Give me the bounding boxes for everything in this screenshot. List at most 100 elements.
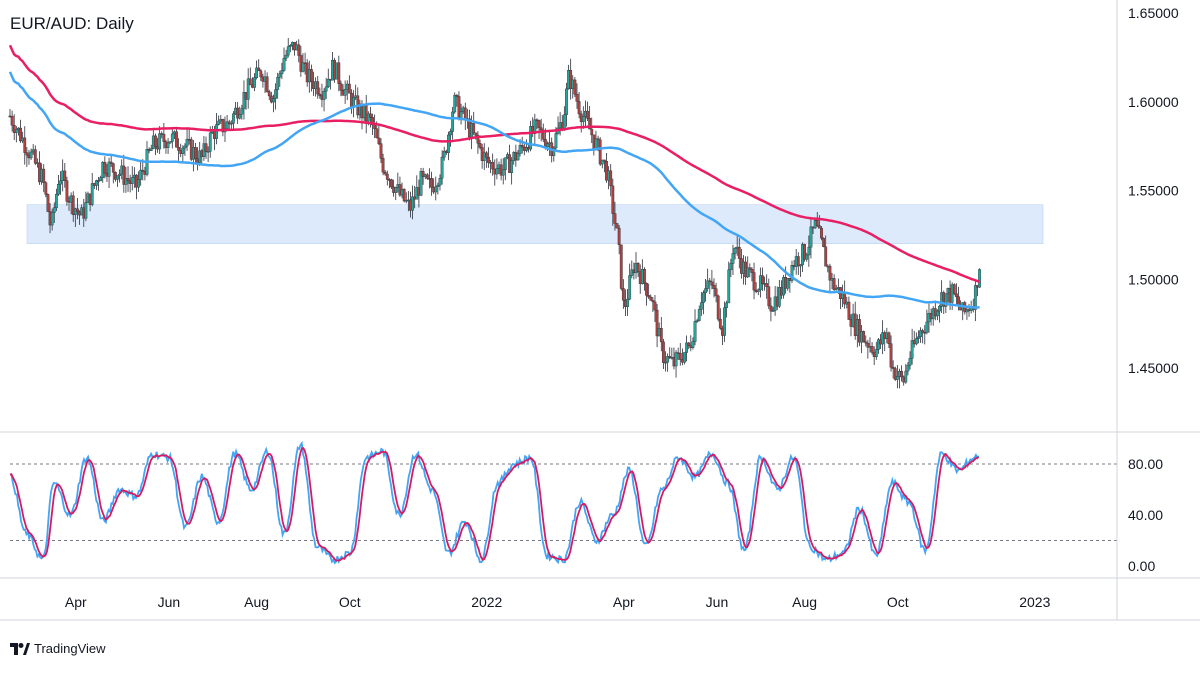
candle-body bbox=[324, 86, 328, 92]
tradingview-logo: TradingView bbox=[10, 641, 106, 656]
candle-body bbox=[552, 147, 556, 156]
candle-body bbox=[59, 180, 62, 185]
candle-body bbox=[377, 137, 381, 144]
candle-body bbox=[390, 179, 393, 188]
candle-body bbox=[643, 269, 646, 284]
candle-body bbox=[636, 262, 640, 272]
candle-body bbox=[168, 141, 172, 144]
candle-body bbox=[687, 342, 691, 346]
candle-body bbox=[541, 129, 545, 140]
candle-body bbox=[430, 178, 433, 188]
candle-body bbox=[204, 143, 208, 153]
candle-body bbox=[385, 173, 389, 180]
candle-body bbox=[42, 168, 46, 183]
candle-body bbox=[799, 264, 802, 267]
candle-body bbox=[917, 336, 920, 339]
candle-body bbox=[761, 275, 764, 284]
candle-body bbox=[280, 70, 284, 75]
candle-body bbox=[14, 129, 18, 133]
candle-body bbox=[598, 139, 602, 165]
candle-body bbox=[248, 78, 252, 86]
candle-body bbox=[683, 352, 686, 363]
candle-body bbox=[371, 117, 374, 126]
candle-body bbox=[645, 282, 648, 296]
candle-body bbox=[609, 170, 613, 187]
candle-body bbox=[278, 73, 282, 78]
candle-body bbox=[725, 302, 729, 308]
candle-body bbox=[57, 183, 60, 195]
candle-body bbox=[805, 254, 809, 260]
candle-body bbox=[910, 340, 914, 359]
candle-body bbox=[662, 341, 665, 363]
candle-body bbox=[702, 292, 705, 303]
candle-body bbox=[451, 111, 455, 132]
candle-body bbox=[668, 356, 672, 358]
candle-body bbox=[23, 137, 27, 153]
candle-body bbox=[297, 44, 301, 56]
candle-body bbox=[569, 69, 573, 89]
candle-body bbox=[908, 358, 912, 366]
candle-body bbox=[495, 168, 499, 175]
candle-body bbox=[596, 138, 600, 141]
candle-body bbox=[276, 77, 280, 90]
candle-body bbox=[708, 280, 712, 282]
candle-body bbox=[215, 124, 218, 139]
candle-body bbox=[731, 253, 735, 264]
candle-body bbox=[236, 107, 240, 119]
price-tick-label: 1.50000 bbox=[1128, 271, 1179, 287]
candle-body bbox=[704, 288, 707, 294]
candle-body bbox=[381, 158, 385, 173]
candle-body bbox=[282, 58, 286, 71]
stoch-tick-label: 0.00 bbox=[1128, 558, 1155, 574]
candles bbox=[8, 38, 981, 389]
candle-body bbox=[46, 194, 50, 212]
candle-body bbox=[723, 307, 726, 336]
candle-body bbox=[864, 341, 868, 344]
candle-body bbox=[678, 353, 682, 360]
candle-body bbox=[554, 133, 558, 149]
candle-body bbox=[434, 186, 438, 193]
candle-body bbox=[809, 226, 813, 248]
candle-body bbox=[177, 147, 181, 151]
candle-body bbox=[712, 284, 716, 289]
candle-body bbox=[893, 368, 897, 380]
candle-body bbox=[425, 174, 429, 179]
candle-body bbox=[447, 134, 450, 153]
candle-body bbox=[379, 143, 383, 159]
candle-body bbox=[925, 321, 929, 333]
axes: 1.65000 1.60000 1.55000 1.50000 1.45000 80.00… bbox=[0, 0, 1200, 621]
candle-body bbox=[957, 296, 960, 306]
candle-body bbox=[246, 78, 250, 100]
candle-body bbox=[520, 144, 524, 148]
candle-body bbox=[183, 145, 187, 149]
candle-body bbox=[626, 298, 629, 307]
candle-body bbox=[286, 46, 290, 56]
time-tick-label: Aug bbox=[792, 594, 817, 610]
candle-body bbox=[421, 171, 425, 177]
time-tick-label: Oct bbox=[887, 594, 909, 610]
candle-body bbox=[50, 212, 54, 226]
candle-body bbox=[99, 177, 103, 182]
candle-body bbox=[820, 228, 823, 239]
candle-body bbox=[310, 69, 313, 82]
tradingview-icon bbox=[10, 642, 30, 655]
candle-body bbox=[453, 94, 457, 113]
stoch-tick-label: 80.00 bbox=[1128, 456, 1163, 472]
candle-body bbox=[208, 132, 212, 152]
candle-body bbox=[118, 173, 122, 176]
candle-body bbox=[124, 178, 128, 185]
candle-body bbox=[628, 275, 632, 300]
candle-body bbox=[227, 121, 231, 125]
candle-body bbox=[586, 110, 589, 119]
candle-body bbox=[746, 267, 750, 278]
candle-body bbox=[676, 352, 680, 354]
candle-body bbox=[786, 278, 790, 289]
candle-body bbox=[718, 318, 722, 329]
candle-body bbox=[765, 283, 769, 287]
candle-body bbox=[478, 142, 482, 148]
candle-body bbox=[693, 321, 697, 342]
candle-body bbox=[116, 175, 119, 180]
candle-body bbox=[906, 365, 910, 372]
candle-body bbox=[267, 91, 271, 97]
